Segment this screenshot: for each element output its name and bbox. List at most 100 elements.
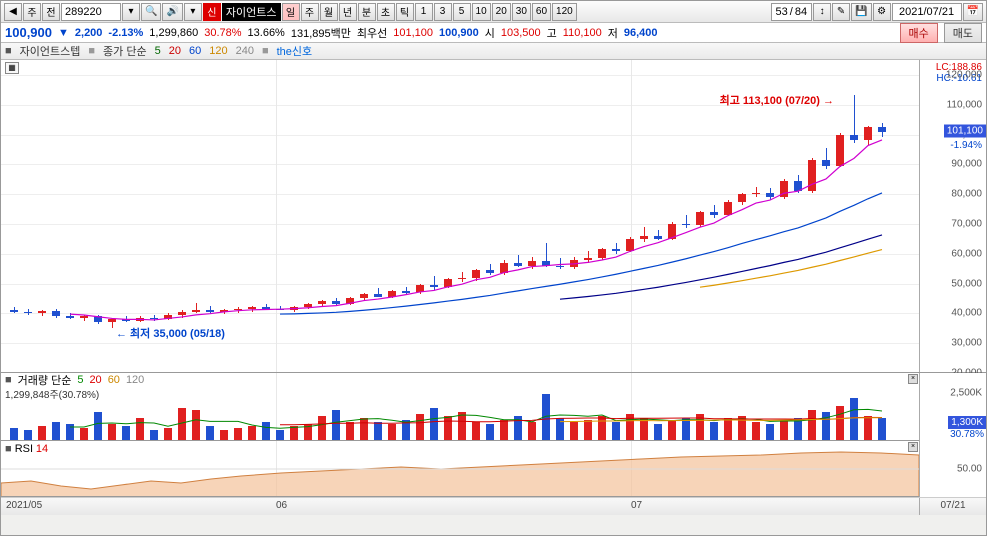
vol-pct: 30.78% — [950, 429, 984, 440]
rsi-chart[interactable]: ■ RSI 14 × 50.00 — [1, 441, 986, 497]
volume-bar — [836, 406, 844, 440]
info-bar: 100,900 ▼ 2,200 -2.13% 1,299,860 30.78% … — [1, 23, 986, 43]
date-tick: 07 — [631, 500, 642, 511]
volume-bar — [360, 418, 368, 440]
volume-bar — [822, 412, 830, 440]
period-ju[interactable]: 주 — [23, 3, 41, 21]
calendar-icon[interactable]: 📅 — [963, 3, 983, 21]
pct2: 13.66% — [248, 27, 285, 39]
gear-icon[interactable]: ⚙ — [873, 3, 891, 21]
volume-bar — [696, 414, 704, 440]
tool-a[interactable]: ↕ — [813, 3, 831, 21]
sell-tab[interactable]: 매도 — [944, 23, 982, 43]
vol-d20: 20 — [89, 374, 101, 386]
y-tick: 70,000 — [951, 218, 982, 229]
top-toolbar: ◀ 주 전 ▾ 🔍 🔊 ▾ 신 자이언트스 일 주 월 년 분 초 틱 1 3 … — [1, 1, 986, 23]
num-3[interactable]: 3 — [434, 3, 452, 21]
volume-bar — [808, 410, 816, 440]
arrow-icon: ▼ — [58, 27, 69, 39]
volume-bar — [262, 422, 270, 440]
volume-bar — [682, 418, 690, 440]
zoom-week[interactable]: 주 — [301, 3, 319, 21]
counter-max: 84 — [795, 6, 807, 18]
chart-legend: ■ 자이언트스텝 ■ 종가 단순 5 20 60 120 240 ■ the신호 — [1, 43, 986, 60]
volume-bar — [458, 412, 466, 440]
zoom-month[interactable]: 월 — [320, 3, 338, 21]
bid: 101,100 — [393, 27, 433, 39]
tool-b[interactable]: ✎ — [832, 3, 850, 21]
num-120[interactable]: 120 — [552, 3, 577, 21]
vol-close-icon[interactable]: × — [908, 374, 918, 384]
volume-bar — [52, 422, 60, 440]
y-tick: 50,000 — [951, 278, 982, 289]
volume-bar — [724, 418, 732, 440]
date-input[interactable] — [892, 3, 962, 21]
buy-tab[interactable]: 매수 — [900, 23, 938, 43]
volume-bar — [654, 424, 662, 440]
y-tick: 120,000 — [946, 69, 982, 80]
low-annotation: ← 최저 35,000 (05/18) — [116, 325, 225, 341]
label-low: 저 — [608, 25, 618, 41]
volume-bar — [500, 420, 508, 440]
volume-bar — [668, 420, 676, 440]
volume-bar — [626, 414, 634, 440]
stock-code-input[interactable] — [61, 3, 121, 21]
period-jeon[interactable]: 전 — [42, 3, 60, 21]
volume-bar — [444, 416, 452, 440]
stock-name: 자이언트스 — [222, 3, 281, 21]
volume-bar — [220, 430, 228, 440]
num-60[interactable]: 60 — [532, 3, 551, 21]
rsi-close-icon[interactable]: × — [908, 442, 918, 452]
volume-bar — [318, 416, 326, 440]
sound-icon[interactable]: 🔊 — [162, 3, 182, 21]
volume-bar — [346, 422, 354, 440]
legend-signal: the신호 — [277, 43, 313, 59]
volume-bar — [528, 422, 536, 440]
volume-bar — [38, 426, 46, 440]
legend-ma240: 240 — [236, 45, 254, 57]
volume-bar — [164, 428, 172, 440]
zoom-year[interactable]: 년 — [339, 3, 357, 21]
counter-cur: 53 — [776, 6, 788, 18]
num-10[interactable]: 10 — [472, 3, 491, 21]
vol-d120: 120 — [126, 374, 144, 386]
price-chart[interactable]: ▦ 최고 113,100 (07/20) →← 최저 35,000 (05/18… — [1, 60, 986, 373]
subchart-toggle[interactable]: ▦ — [5, 62, 19, 74]
num-20[interactable]: 20 — [492, 3, 511, 21]
volume-bar — [416, 414, 424, 440]
list-icon[interactable]: ▾ — [184, 3, 202, 21]
volume-bar — [80, 428, 88, 440]
volume-chart[interactable]: ■ 거래량 단순 5 20 60 120 1,299,848주(30.78%) … — [1, 373, 986, 441]
date-tick: 2021/05 — [6, 500, 42, 511]
volume-bar — [612, 422, 620, 440]
volume-legend: ■ 거래량 단순 5 20 60 120 — [1, 373, 144, 387]
low-price: 96,400 — [624, 27, 658, 39]
high-price: 110,100 — [563, 27, 602, 39]
volume-bar — [66, 424, 74, 440]
label-high: 고 — [547, 25, 557, 41]
y-tick: 40,000 — [951, 308, 982, 319]
volume-bar — [570, 422, 578, 440]
volume-bar — [584, 420, 592, 440]
zoom-min[interactable]: 분 — [358, 3, 376, 21]
save-icon[interactable]: 💾 — [851, 3, 871, 21]
volume-bar — [878, 418, 886, 440]
zoom-day[interactable]: 일 — [282, 3, 300, 21]
label-priority: 최우선 — [357, 25, 387, 41]
y-tick: 60,000 — [951, 248, 982, 259]
volume-bar — [24, 430, 32, 440]
prev-btn[interactable]: ◀ — [4, 3, 22, 21]
dropdown-btn[interactable]: ▾ — [122, 3, 140, 21]
search-icon[interactable]: 🔍 — [141, 3, 161, 21]
date-axis: 2021/050607 07/21 — [1, 497, 986, 515]
volume-bar — [276, 430, 284, 440]
volume-bar — [514, 416, 522, 440]
zoom-tick[interactable]: 틱 — [396, 3, 414, 21]
counter-sep: / — [790, 6, 793, 18]
num-1[interactable]: 1 — [415, 3, 433, 21]
zoom-sec[interactable]: 초 — [377, 3, 395, 21]
vol-summary: 1,299,848주(30.78%) — [5, 386, 99, 401]
num-30[interactable]: 30 — [512, 3, 531, 21]
volume-bar — [332, 410, 340, 440]
num-5[interactable]: 5 — [453, 3, 471, 21]
